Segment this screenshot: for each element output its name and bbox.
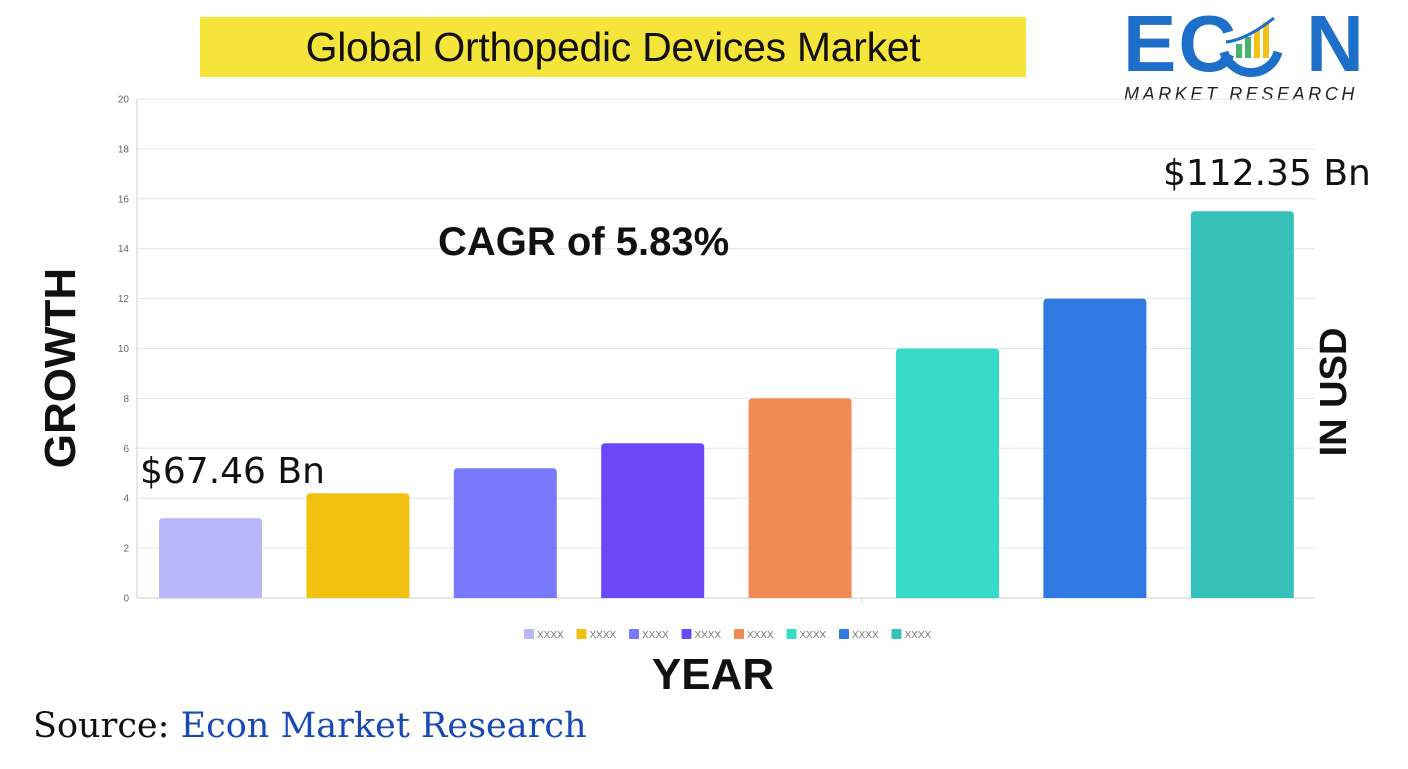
- secondary-axis-label: IN USD: [1313, 328, 1355, 457]
- bar: [748, 398, 852, 598]
- bars: [159, 211, 1294, 598]
- y-tick-label: 12: [118, 294, 130, 305]
- bar: [159, 518, 262, 598]
- legend-label: XXXX: [590, 630, 617, 641]
- x-axis-label: YEAR: [652, 650, 774, 699]
- legend-swatch: [524, 629, 534, 639]
- bar: [453, 468, 557, 598]
- legend-label: XXXX: [695, 630, 722, 641]
- y-tick-label: 6: [123, 444, 129, 455]
- legend-swatch: [576, 629, 587, 639]
- y-tick-label: 0: [123, 594, 129, 605]
- end-value-label: $112.35 Bn: [1163, 153, 1371, 194]
- legend-label: XXXX: [642, 630, 669, 641]
- logo-letter-n: N: [1306, 0, 1366, 88]
- y-tick-label: 4: [123, 494, 129, 505]
- bar: [306, 493, 410, 598]
- source-line: Source: Econ Market Research: [33, 706, 587, 746]
- chart-title: Global Orthopedic Devices Market: [305, 23, 921, 70]
- source-label: Source:: [33, 706, 170, 746]
- y-tick-label: 20: [118, 95, 130, 106]
- source-name: Econ Market Research: [180, 706, 587, 746]
- legend-swatch: [891, 629, 902, 639]
- title-highlight: Global Orthopedic Devices Market: [200, 17, 1026, 77]
- legend-label: XXXX: [747, 630, 774, 641]
- y-tick-label: 16: [118, 194, 130, 205]
- bar: [896, 348, 999, 598]
- legend-label: XXXX: [537, 630, 564, 641]
- y-tick-label: 18: [118, 144, 130, 155]
- legend-swatch: [839, 629, 849, 639]
- legend: XXXX XXXX XXXX XXXX XXXX XXXX XXXX XXXX: [524, 629, 932, 641]
- legend-swatch: [681, 629, 692, 639]
- start-value-label: $67.46 Bn: [140, 451, 325, 492]
- y-axis-label: GROWTH: [36, 268, 85, 468]
- legend-swatch: [734, 629, 744, 639]
- logo-chart-icon: [1219, 16, 1283, 78]
- logo-letters-ec: EC: [1123, 0, 1239, 88]
- y-tick-label: 10: [118, 344, 130, 355]
- logo-wordmark: EC N: [1123, 4, 1366, 84]
- bar: [601, 443, 705, 598]
- bar: [1043, 298, 1147, 598]
- y-tick-label: 2: [123, 544, 129, 555]
- legend-swatch: [629, 629, 639, 639]
- y-tick-label: 14: [118, 244, 130, 255]
- legend-label: XXXX: [800, 630, 827, 641]
- cagr-annotation: CAGR of 5.83%: [438, 220, 729, 264]
- legend-label: XXXX: [905, 630, 932, 641]
- legend-swatch: [786, 629, 797, 639]
- bar: [1190, 211, 1294, 598]
- legend-label: XXXX: [852, 630, 879, 641]
- y-tick-label: 8: [123, 394, 129, 405]
